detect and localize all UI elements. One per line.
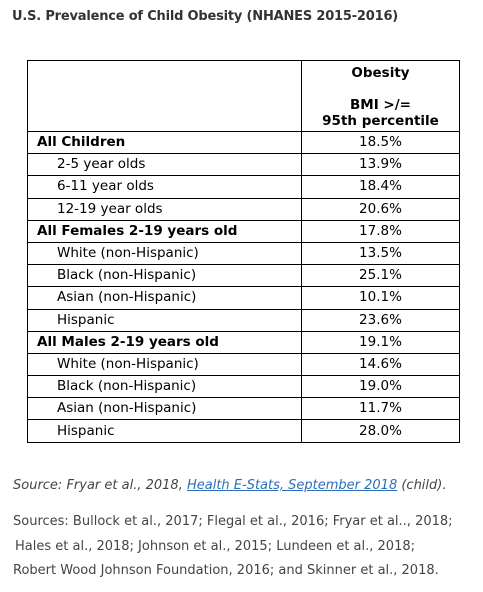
group-value: 17.8%	[301, 219, 460, 243]
header-cell: Obesity BMI >/= 95th percentile	[301, 60, 460, 132]
row: Black (non-Hispanic) 25.1%	[27, 264, 460, 288]
group-label: All Males 2-19 years old	[27, 330, 302, 354]
row-label: 6-11 year olds	[27, 175, 302, 199]
row-label: Black (non-Hispanic)	[27, 264, 302, 288]
row-value: 25.1%	[301, 264, 460, 288]
row-value: 13.9%	[301, 153, 460, 177]
header-cell	[27, 60, 302, 132]
row-value: 19.0%	[301, 375, 460, 399]
row: Hispanic 28.0%	[27, 419, 460, 443]
row-value: 11.7%	[301, 397, 460, 421]
row: Hispanic 23.6%	[27, 308, 460, 332]
header-text: 95th percentile	[322, 113, 439, 129]
row: 2-5 year olds 13.9%	[27, 153, 460, 177]
row-label: 12-19 year olds	[27, 197, 302, 221]
row: 12-19 year olds 20.6%	[27, 197, 460, 221]
header-text: BMI >/=	[349, 97, 411, 113]
group-row: All Children 18.5%	[27, 130, 460, 155]
row-label: Asian (non-Hispanic)	[27, 286, 302, 310]
row-label: 2-5 year olds	[27, 153, 302, 177]
row: White (non-Hispanic) 13.5%	[27, 241, 460, 266]
row: Black (non-Hispanic) 19.0%	[27, 375, 460, 399]
group-value: 18.5%	[301, 130, 460, 155]
row-label: Asian (non-Hispanic)	[27, 397, 302, 421]
group-label: All Children	[27, 130, 302, 155]
row-value: 23.6%	[301, 308, 460, 332]
row-label: White (non-Hispanic)	[27, 241, 302, 266]
header-text: Obesity	[351, 65, 410, 81]
group-label: All Females 2-19 years old	[27, 219, 302, 243]
row-label: Black (non-Hispanic)	[27, 375, 302, 399]
row-label: Hispanic	[27, 308, 302, 332]
sources-line: Robert Wood Johnson Foundation, 2016; an…	[13, 563, 439, 578]
group-value: 19.1%	[301, 330, 460, 354]
row-value: 14.6%	[301, 352, 460, 377]
source: Source: Fryar et al., 2018, Health E-Sta…	[13, 478, 447, 493]
row-value: 13.5%	[301, 241, 460, 266]
row-value: 28.0%	[301, 419, 460, 443]
source-link[interactable]: Health E-Stats, September 2018	[186, 478, 398, 493]
sources-line: Hales et al., 2018; Johnson et al., 2015…	[15, 539, 415, 554]
row: Asian (non-Hispanic) 11.7%	[27, 397, 460, 421]
obesity-table: Obesity BMI >/= 95th percentile All Childre…	[27, 60, 460, 443]
row: White (non-Hispanic) 14.6%	[27, 352, 460, 377]
group-row: All Males 2-19 years old 19.1%	[27, 330, 460, 354]
header-row: Obesity BMI >/= 95th percentile	[27, 60, 460, 132]
sources-line: Sources: Bullock et al., 2017; Flegal et…	[13, 514, 453, 529]
row: 6-11 year olds 18.4%	[27, 175, 460, 199]
row-label: Hispanic	[27, 419, 302, 443]
row: Asian (non-Hispanic) 10.1%	[27, 286, 460, 310]
row-label: White (non-Hispanic)	[27, 352, 302, 377]
title: U.S. Prevalence of Child Obesity (NHANES…	[12, 9, 399, 24]
source-suffix: (child).	[397, 478, 447, 493]
group-row: All Females 2-19 years old 17.8%	[27, 219, 460, 243]
source-prefix: Source: Fryar et al., 2018,	[13, 478, 187, 493]
row-value: 18.4%	[301, 175, 460, 199]
row-value: 20.6%	[301, 197, 460, 221]
row-value: 10.1%	[301, 286, 460, 310]
